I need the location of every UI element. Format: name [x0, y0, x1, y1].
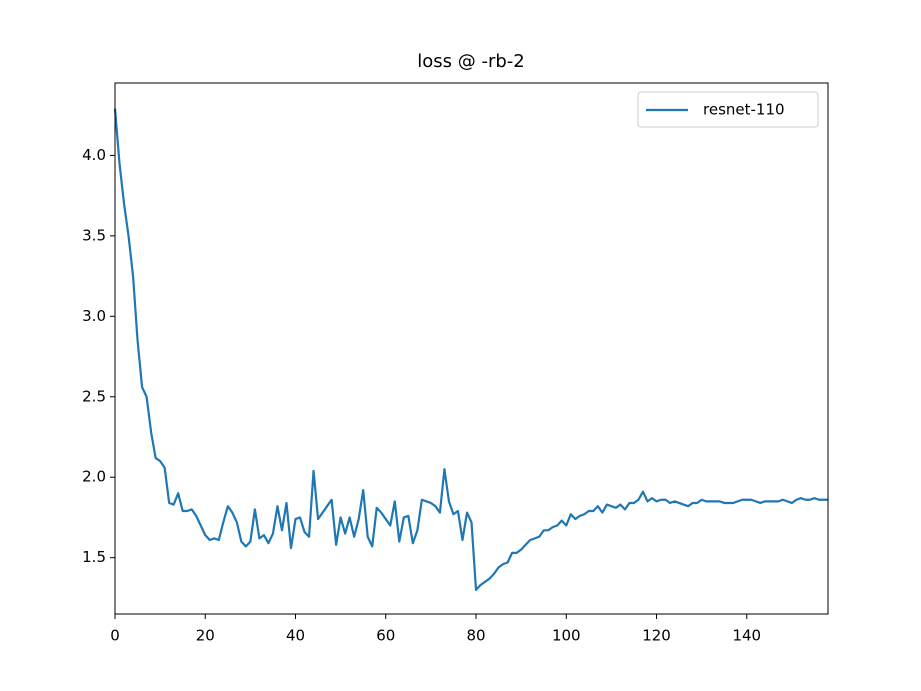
x-tick-label: 100 — [552, 627, 581, 645]
y-tick-label: 2.0 — [82, 468, 106, 486]
x-tick-label: 140 — [732, 627, 761, 645]
x-tick-label: 60 — [376, 627, 395, 645]
y-tick-label: 2.5 — [82, 387, 106, 405]
y-tick-label: 4.0 — [82, 146, 106, 164]
legend-label: resnet-110 — [703, 101, 785, 119]
x-tick-label: 40 — [286, 627, 305, 645]
x-tick-label: 120 — [642, 627, 671, 645]
x-tick-label: 0 — [110, 627, 120, 645]
chart-title: loss @ -rb-2 — [417, 51, 524, 72]
data-line — [113, 108, 828, 591]
x-tick-label: 20 — [196, 627, 215, 645]
legend-box — [637, 91, 819, 128]
y-tick-label: 3.5 — [82, 226, 106, 244]
y-tick-label: 1.5 — [82, 548, 106, 566]
y-tick-label: 3.0 — [82, 307, 106, 325]
x-tick-label: 80 — [466, 627, 485, 645]
plot-frame — [114, 82, 829, 615]
